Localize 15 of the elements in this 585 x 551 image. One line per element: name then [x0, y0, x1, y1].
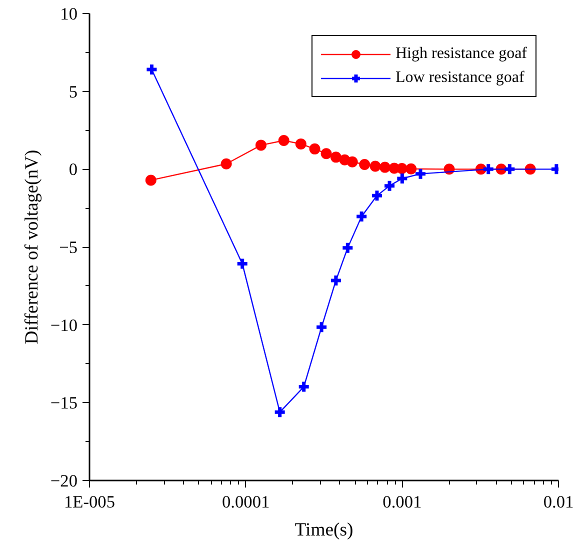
legend-label: Low resistance goaf [395, 69, 524, 87]
legend-label: High resistance goaf [395, 45, 527, 63]
y-axis-title: Difference of voltage(nV) [21, 150, 42, 344]
x-tick-label: 0.0001 [222, 492, 270, 512]
x-axis-title: Time(s) [294, 520, 354, 540]
y-tick-label: −5 [59, 238, 78, 257]
y-tick-label: −20 [50, 472, 78, 490]
y-tick-label: −15 [50, 394, 78, 413]
y-tick-label: −10 [50, 316, 78, 335]
y-tick-label: 0 [68, 160, 78, 180]
y-tick-label: 10 [60, 4, 78, 24]
y-tick-label: 5 [68, 82, 78, 102]
x-tick-label: 0.001 [382, 492, 422, 512]
x-tick-label: 0.01 [543, 492, 574, 512]
x-tick-label: 1E-005 [64, 492, 116, 512]
